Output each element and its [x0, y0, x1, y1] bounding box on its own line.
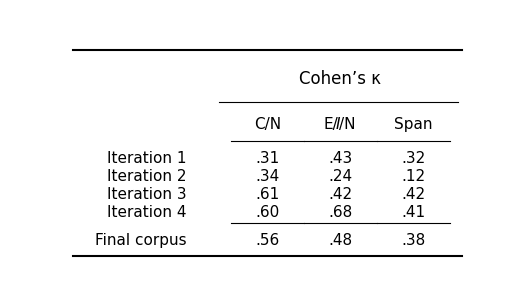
- Text: .56: .56: [255, 233, 280, 248]
- Text: I: I: [336, 117, 340, 132]
- Text: Cohen’s κ: Cohen’s κ: [299, 70, 382, 88]
- Text: Iteration 3: Iteration 3: [107, 187, 187, 202]
- Text: .42: .42: [328, 187, 352, 202]
- Text: .34: .34: [255, 169, 280, 184]
- Text: .12: .12: [401, 169, 425, 184]
- Text: Span: Span: [394, 117, 432, 132]
- Text: C/N: C/N: [254, 117, 281, 132]
- Text: .48: .48: [328, 233, 352, 248]
- Text: Iteration 1: Iteration 1: [107, 151, 187, 166]
- Text: .68: .68: [328, 205, 352, 220]
- Text: .38: .38: [401, 233, 425, 248]
- Text: .32: .32: [401, 151, 425, 166]
- Text: .31: .31: [255, 151, 280, 166]
- Text: .61: .61: [255, 187, 280, 202]
- Text: .42: .42: [401, 187, 425, 202]
- Text: .60: .60: [255, 205, 280, 220]
- Text: E/: E/: [324, 117, 338, 132]
- Text: Final corpus: Final corpus: [95, 233, 187, 248]
- Text: Iteration 2: Iteration 2: [107, 169, 187, 184]
- Text: /N: /N: [339, 117, 356, 132]
- Text: .41: .41: [401, 205, 425, 220]
- Text: .24: .24: [328, 169, 352, 184]
- Text: .43: .43: [328, 151, 352, 166]
- Text: Iteration 4: Iteration 4: [107, 205, 187, 220]
